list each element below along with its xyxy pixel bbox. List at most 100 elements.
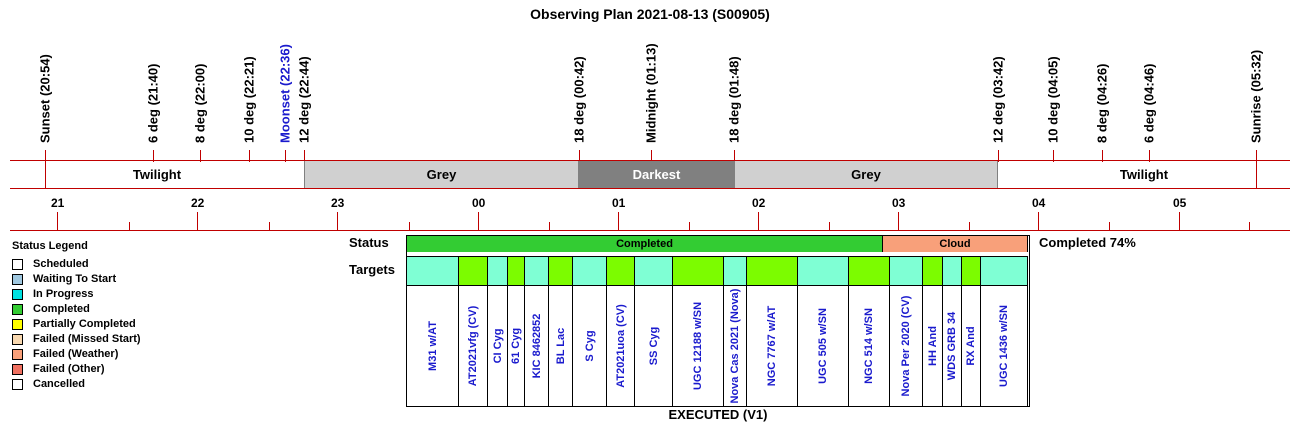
target-block[interactable] bbox=[573, 256, 607, 286]
half-hour-tick bbox=[1109, 222, 1110, 230]
event-tick bbox=[579, 150, 580, 162]
target-name[interactable]: NGC 7767 w/AT bbox=[766, 305, 778, 387]
target-name-cell: AT2021vfg (CV) bbox=[459, 286, 488, 406]
target-name[interactable]: 61 Cyg bbox=[510, 327, 522, 365]
target-name[interactable]: WDS GRB 34 bbox=[946, 311, 958, 381]
event-tick bbox=[734, 150, 735, 162]
target-block[interactable] bbox=[549, 256, 573, 286]
target-name-cell: BL Lac bbox=[549, 286, 573, 406]
event-tick bbox=[285, 150, 286, 162]
target-name[interactable]: UGC 12188 w/SN bbox=[692, 301, 704, 391]
band-twilight: Twilight bbox=[132, 167, 182, 182]
target-name[interactable]: Nova Per 2020 (CV) bbox=[900, 295, 912, 397]
band-darkest: Darkest bbox=[579, 161, 734, 188]
target-name-cell: RX And bbox=[962, 286, 981, 406]
event-marker: 10 deg (22:21) bbox=[242, 30, 257, 158]
event-label: 8 deg (04:26) bbox=[1094, 63, 1110, 143]
target-block[interactable] bbox=[673, 256, 724, 286]
plan-footer: EXECUTED (V1) bbox=[668, 407, 768, 422]
target-block[interactable] bbox=[525, 256, 549, 286]
target-block[interactable] bbox=[981, 256, 1028, 286]
target-name-cell: CI Cyg bbox=[488, 286, 508, 406]
hour-tick bbox=[618, 212, 619, 230]
status-segment: Completed bbox=[407, 236, 883, 252]
target-name-cell: Nova Cas 2021 (Nova) bbox=[724, 286, 747, 406]
hour-tick bbox=[57, 212, 58, 230]
legend-label: Failed (Weather) bbox=[33, 348, 119, 360]
hour-label: 23 bbox=[331, 196, 345, 210]
hour-label: 05 bbox=[1173, 196, 1187, 210]
legend-title: Status Legend bbox=[12, 240, 88, 252]
legend-label: Failed (Other) bbox=[33, 363, 105, 375]
timeline-top-border bbox=[10, 160, 1290, 161]
target-block[interactable] bbox=[962, 256, 981, 286]
legend-item: Failed (Missed Start) bbox=[12, 332, 141, 346]
target-name[interactable]: Nova Cas 2021 (Nova) bbox=[729, 288, 741, 404]
half-hour-tick bbox=[129, 222, 130, 230]
event-label: 8 deg (22:00) bbox=[192, 63, 208, 143]
target-name[interactable]: RX And bbox=[965, 326, 977, 366]
half-hour-tick bbox=[689, 222, 690, 230]
half-hour-tick bbox=[829, 222, 830, 230]
observing-plan-panel: Completed Cloud M31 w/AT AT2021vfg (CV) CI … bbox=[406, 235, 1030, 407]
target-name[interactable]: HH And bbox=[926, 326, 939, 366]
event-label: 12 deg (22:44) bbox=[296, 56, 312, 143]
event-marker: 12 deg (22:44) bbox=[297, 30, 312, 158]
target-name-cell: S Cyg bbox=[573, 286, 607, 406]
target-name[interactable]: BL Lac bbox=[554, 327, 567, 365]
target-block[interactable] bbox=[923, 256, 943, 286]
target-block[interactable] bbox=[747, 256, 798, 286]
half-hour-tick bbox=[549, 222, 550, 230]
target-block[interactable] bbox=[488, 256, 508, 286]
legend-label: Partially Completed bbox=[33, 318, 136, 330]
event-label: 18 deg (01:48) bbox=[726, 56, 742, 143]
hour-tick bbox=[758, 212, 759, 230]
event-label: 12 deg (03:42) bbox=[990, 56, 1006, 143]
target-name-cell: UGC 12188 w/SN bbox=[673, 286, 724, 406]
hour-tick bbox=[478, 212, 479, 230]
event-tick bbox=[304, 150, 305, 162]
target-name[interactable]: S Cyg bbox=[583, 330, 596, 362]
hour-tick bbox=[1038, 212, 1039, 230]
target-block[interactable] bbox=[635, 256, 673, 286]
half-hour-tick bbox=[1249, 222, 1250, 230]
hour-label: 03 bbox=[892, 196, 906, 210]
target-block[interactable] bbox=[508, 256, 525, 286]
legend-swatch bbox=[12, 348, 23, 360]
target-name[interactable]: KIC 8462852 bbox=[530, 313, 543, 379]
legend-label: Waiting To Start bbox=[33, 273, 117, 285]
target-name[interactable]: M31 w/AT bbox=[426, 321, 439, 371]
event-marker: Sunset (20:54) bbox=[38, 30, 53, 158]
completed-percentage: Completed 74% bbox=[1039, 235, 1136, 250]
target-block[interactable] bbox=[607, 256, 635, 286]
target-block[interactable] bbox=[407, 256, 459, 286]
event-label: 6 deg (21:40) bbox=[145, 63, 161, 143]
timeline-bottom-border bbox=[10, 230, 1290, 231]
target-block[interactable] bbox=[890, 256, 923, 286]
band-twilight: Twilight bbox=[1119, 167, 1169, 182]
band-grey: Grey bbox=[734, 161, 998, 188]
target-name[interactable]: SS Cyg bbox=[647, 326, 660, 366]
hour-tick bbox=[1179, 212, 1180, 230]
target-block[interactable] bbox=[849, 256, 890, 286]
target-name-cell: 61 Cyg bbox=[508, 286, 525, 406]
target-block[interactable] bbox=[459, 256, 488, 286]
target-name[interactable]: NGC 514 w/SN bbox=[863, 308, 875, 384]
target-name-cell: HH And bbox=[923, 286, 943, 406]
legend-label: Cancelled bbox=[33, 378, 85, 390]
hour-label: 04 bbox=[1032, 196, 1046, 210]
event-marker: 18 deg (01:48) bbox=[727, 30, 742, 158]
event-marker: Moonset (22:36) bbox=[278, 30, 293, 158]
target-block[interactable] bbox=[943, 256, 962, 286]
target-block[interactable] bbox=[798, 256, 849, 286]
target-block[interactable] bbox=[724, 256, 747, 286]
target-name[interactable]: UGC 505 w/SN bbox=[817, 308, 829, 384]
event-tick bbox=[1053, 150, 1054, 162]
target-name[interactable]: UGC 1436 w/SN bbox=[998, 305, 1010, 387]
target-name[interactable]: AT2021uoa (CV) bbox=[614, 304, 627, 388]
event-marker: 8 deg (04:26) bbox=[1095, 30, 1110, 158]
legend-swatch bbox=[12, 363, 23, 375]
target-name[interactable]: CI Cyg bbox=[491, 328, 504, 364]
event-tick bbox=[1149, 150, 1150, 162]
target-name[interactable]: AT2021vfg (CV) bbox=[467, 305, 479, 387]
